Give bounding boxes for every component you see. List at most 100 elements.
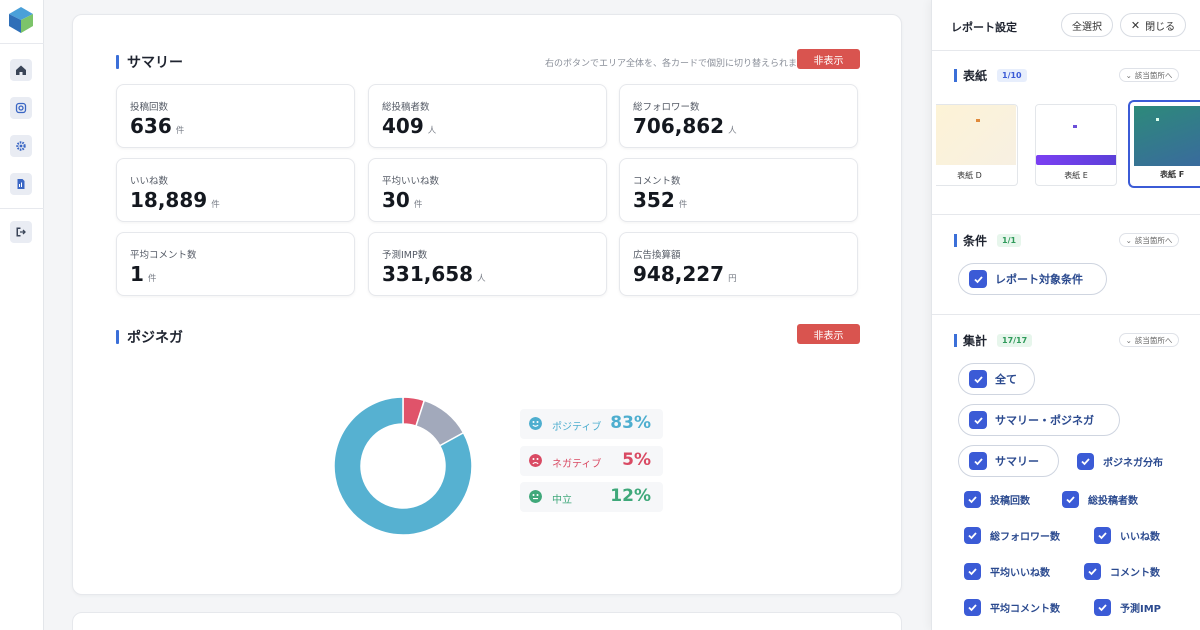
chip-label: サマリー	[995, 455, 1039, 468]
thumb-mark	[1073, 125, 1077, 128]
checkbox-checked[interactable]	[1094, 599, 1111, 616]
checkbox-checked[interactable]	[1062, 491, 1079, 508]
checkbox-poster-count[interactable]: 総投稿者数	[1062, 491, 1138, 508]
instagram-icon[interactable]	[10, 97, 32, 119]
stat-label: 平均コメント数	[130, 250, 197, 261]
checkbox-like-count[interactable]: いいね数	[1094, 527, 1160, 544]
checkbox-avg-comment[interactable]: 平均コメント数	[964, 599, 1060, 616]
stat-unit: 件	[147, 274, 157, 284]
chip-label: レポート対象条件	[995, 273, 1083, 286]
chip-label: 全て	[995, 373, 1017, 386]
checkbox-checked[interactable]	[964, 599, 981, 616]
report-settings-panel: レポート設定 全選択 ✕ 閉じる 表紙 1/10 ⌄ 該当箇所へ 表紙 D 表紙 …	[931, 0, 1200, 630]
chip-label: サマリー・ポジネガ	[995, 414, 1094, 427]
panel-divider	[932, 50, 1200, 51]
section-accent-bar	[954, 234, 957, 247]
stat-value: 30 件	[382, 188, 423, 212]
section-accent-bar	[954, 69, 957, 82]
check-icon	[1098, 532, 1107, 540]
panel-title: レポート設定	[951, 21, 1017, 34]
aggregate-all-chip[interactable]: 全て	[958, 363, 1035, 395]
legend-percent: 5%	[622, 450, 651, 470]
cover-thumb-f-selected[interactable]: 表紙 F	[1128, 100, 1200, 188]
conditions-count-badge: 1/1	[997, 234, 1022, 247]
stat-value: 352 件	[633, 188, 688, 212]
legend-label: 中立	[552, 495, 572, 506]
stat-value: 948,227 円	[633, 262, 737, 286]
checkbox-checked[interactable]	[969, 370, 987, 388]
stat-label: 広告換算額	[633, 250, 681, 261]
stat-unit: 人	[477, 274, 486, 284]
thumb-mark	[976, 119, 980, 122]
conditions-jump-link[interactable]: ⌄ 該当箇所へ	[1119, 233, 1179, 247]
stat-unit: 件	[413, 200, 423, 210]
app-logo[interactable]	[8, 6, 34, 34]
section-accent-bar	[116, 55, 119, 69]
stat-card: 投稿回数 636 件	[116, 84, 355, 148]
sidebar-divider	[0, 43, 44, 44]
checkbox-predicted-imp[interactable]: 予測IMP	[1094, 599, 1161, 616]
posinega-section-title: ポジネガ	[116, 327, 183, 347]
checkbox-label: 平均いいね数	[990, 568, 1050, 579]
posinega-donut-chart	[333, 396, 473, 536]
aggregate-count-badge: 17/17	[997, 334, 1033, 347]
checkbox-checked[interactable]	[969, 452, 987, 470]
checkbox-label: 投稿回数	[990, 496, 1030, 507]
checkbox-avg-like[interactable]: 平均いいね数	[964, 563, 1050, 580]
thumb-preview	[1134, 106, 1200, 166]
checkbox-checked[interactable]	[969, 270, 987, 288]
legend-item-positive: ポジティブ 83%	[520, 409, 663, 439]
cover-thumb-d[interactable]: 表紙 D	[936, 104, 1018, 186]
sidebar	[0, 0, 44, 630]
close-button[interactable]: ✕ 閉じる	[1120, 13, 1186, 37]
checkbox-checked[interactable]	[1077, 453, 1094, 470]
neutral-face-icon	[529, 490, 542, 503]
check-icon	[973, 457, 983, 465]
legend-item-negative: ネガティブ 5%	[520, 446, 663, 476]
report-icon[interactable]	[10, 173, 32, 195]
select-all-button[interactable]: 全選択	[1061, 13, 1113, 37]
stat-label: 投稿回数	[130, 102, 169, 113]
smile-icon	[529, 417, 542, 430]
checkbox-checked[interactable]	[964, 527, 981, 544]
thumb-band	[1036, 155, 1116, 165]
checkbox-checked[interactable]	[964, 491, 981, 508]
legend-label: ポジティブ	[552, 422, 602, 433]
checkbox-label: 総フォロワー数	[990, 532, 1060, 543]
check-icon	[968, 604, 977, 612]
checkbox-checked[interactable]	[969, 411, 987, 429]
gear-icon[interactable]	[10, 135, 32, 157]
home-icon[interactable]	[10, 59, 32, 81]
checkbox-comment-count[interactable]: コメント数	[1084, 563, 1160, 580]
stat-label: 予測IMP数	[382, 250, 428, 261]
check-icon	[973, 416, 983, 424]
checkbox-post-count[interactable]: 投稿回数	[964, 491, 1030, 508]
stat-value: 409 人	[382, 114, 437, 138]
checkbox-checked[interactable]	[964, 563, 981, 580]
checkbox-follower-count[interactable]: 総フォロワー数	[964, 527, 1060, 544]
checkbox-label: 平均コメント数	[990, 604, 1060, 615]
summary-posinega-chip[interactable]: サマリー・ポジネガ	[958, 404, 1120, 436]
check-icon	[968, 496, 977, 504]
cover-jump-link[interactable]: ⌄ 該当箇所へ	[1119, 68, 1179, 82]
aggregate-section-title: 集計	[954, 332, 987, 349]
conditions-section-title: 条件	[954, 232, 987, 249]
checkbox-checked[interactable]	[1084, 563, 1101, 580]
sidebar-divider	[0, 208, 44, 209]
checkbox-checked[interactable]	[1094, 527, 1111, 544]
summary-hide-button[interactable]: 非表示	[797, 49, 860, 69]
stat-unit: 人	[728, 126, 737, 136]
posinega-hide-button[interactable]: 非表示	[797, 324, 860, 344]
cover-thumb-e[interactable]: 表紙 E	[1035, 104, 1117, 186]
legend-percent: 83%	[610, 413, 651, 433]
aggregate-jump-link[interactable]: ⌄ 該当箇所へ	[1119, 333, 1179, 347]
report-condition-chip[interactable]: レポート対象条件	[958, 263, 1107, 295]
stat-card: いいね数 18,889 件	[116, 158, 355, 222]
legend-percent: 12%	[610, 486, 651, 506]
thumb-label: 表紙 D	[957, 171, 982, 180]
logout-icon[interactable]	[10, 221, 32, 243]
checkbox-posinega-dist[interactable]: ポジネガ分布	[1077, 453, 1163, 470]
summary-chip[interactable]: サマリー	[958, 445, 1059, 477]
